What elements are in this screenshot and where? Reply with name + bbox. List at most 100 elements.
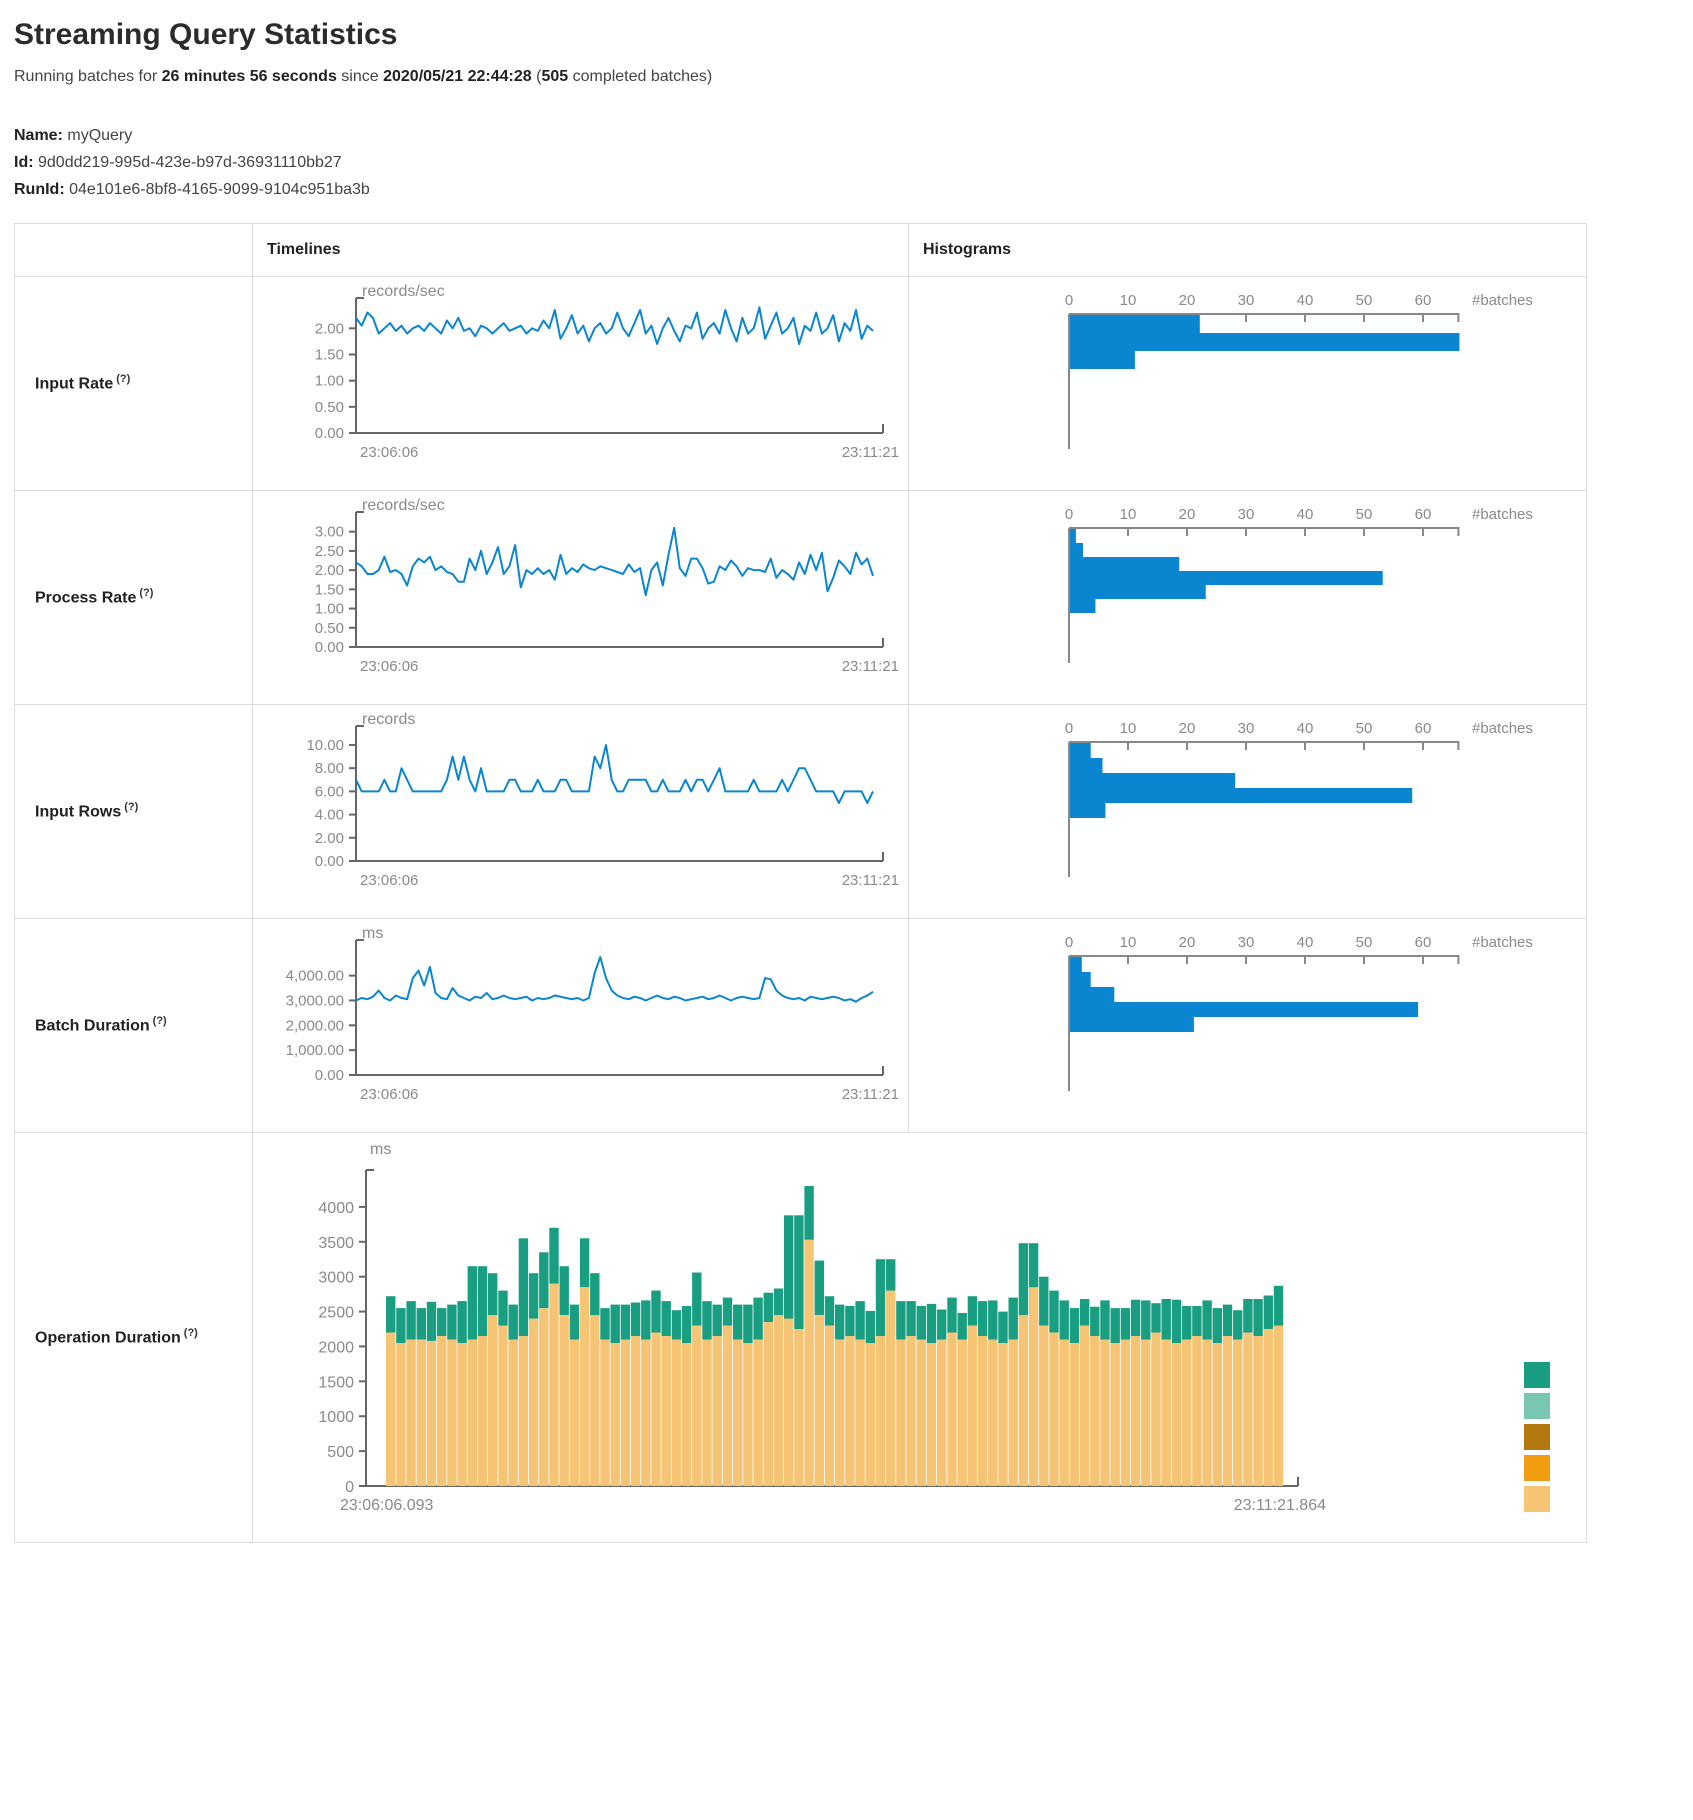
metric-label: Input Rate xyxy=(35,375,114,393)
svg-text:10: 10 xyxy=(1120,506,1137,523)
runid-value: 04e101e6-8bf8-4165-9099-9104c951ba3b xyxy=(69,181,370,198)
svg-text:2.00: 2.00 xyxy=(315,320,344,337)
query-runid-line: RunId: 04e101e6-8bf8-4165-9099-9104c951b… xyxy=(14,176,1693,203)
since-text: since xyxy=(336,68,384,85)
input-rows-label-cell: Input Rows (?) xyxy=(14,704,253,919)
svg-text:6.00: 6.00 xyxy=(315,783,344,800)
input-rows-help-marker[interactable]: (?) xyxy=(124,801,139,814)
svg-text:23:11:21.864: 23:11:21.864 xyxy=(1234,1497,1326,1514)
query-name-line: Name: myQuery xyxy=(14,122,1693,149)
svg-text:1.50: 1.50 xyxy=(315,581,344,598)
input-rows-timeline-chart: records 0.00 2.00 4.00 6.00 8.00 10.00 23:06:06… xyxy=(306,711,899,889)
svg-text:0: 0 xyxy=(345,1479,354,1496)
svg-text:4000: 4000 xyxy=(318,1200,354,1217)
input-rate-histogram-cell: 0 10 20 30 40 50 60 #batches xyxy=(908,276,1587,491)
operation-duration-chart-wrap: ms 0 500 1000 1500 2000 2500 3000 3500 4000 23:06:… xyxy=(253,1134,1586,1542)
svg-text:40: 40 xyxy=(1297,934,1314,951)
svg-text:1,000.00: 1,000.00 xyxy=(286,1042,344,1059)
start-time: 2020/05/21 22:44:28 xyxy=(383,68,532,85)
header-row: Timelines Histograms xyxy=(14,223,1587,277)
svg-text:23:06:06: 23:06:06 xyxy=(360,872,418,889)
input-rate-histogram-chart: 0 10 20 30 40 50 60 #batches xyxy=(1065,292,1533,449)
svg-text:records/sec: records/sec xyxy=(362,497,445,514)
page-title: Streaming Query Statistics xyxy=(14,18,398,51)
name-value: myQuery xyxy=(67,127,133,144)
operation-duration-stacked-chart: ms 0 500 1000 1500 2000 2500 3000 3500 4000 23:06:… xyxy=(318,1141,1326,1514)
svg-text:23:11:21: 23:11:21 xyxy=(842,444,899,461)
batch-duration-timeline-chart: ms 0.00 1,000.00 2,000.00 3,000.00 4,000.00 23… xyxy=(286,925,899,1103)
svg-text:20: 20 xyxy=(1179,506,1196,523)
metric-label: Batch Duration xyxy=(35,1017,150,1035)
svg-text:30: 30 xyxy=(1238,934,1255,951)
process-rate-histogram-chart: 0 10 20 30 40 50 60 #batches xyxy=(1065,506,1533,663)
svg-text:23:11:21: 23:11:21 xyxy=(842,872,899,889)
batches-open-paren: ( xyxy=(531,68,542,85)
input-rate-label-cell: Input Rate (?) xyxy=(14,276,253,491)
svg-text:1.00: 1.00 xyxy=(315,373,344,390)
svg-text:records/sec: records/sec xyxy=(362,283,445,300)
operation-duration-row: Operation Duration (?) ms 0 500 1000 1500 2000… xyxy=(14,1132,1587,1543)
svg-text:10: 10 xyxy=(1120,934,1137,951)
runid-label: RunId: xyxy=(14,181,65,198)
svg-text:23:06:06: 23:06:06 xyxy=(360,658,418,675)
input-rate-help-marker[interactable]: (?) xyxy=(116,373,131,386)
svg-text:2.00: 2.00 xyxy=(315,830,344,847)
name-label: Name: xyxy=(14,127,63,144)
svg-text:8.00: 8.00 xyxy=(315,760,344,777)
completed-batches-count: 505 xyxy=(541,68,569,85)
metric-label: Input Rows xyxy=(35,803,122,821)
svg-text:0.00: 0.00 xyxy=(315,1067,344,1084)
svg-text:23:06:06.093: 23:06:06.093 xyxy=(340,1497,434,1514)
query-id-line: Id: 9d0dd219-995d-423e-b97d-36931110bb27 xyxy=(14,149,1693,176)
input-rate-timeline-chart: records/sec 0.00 0.50 1.00 1.50 2.00 23:06:06 2… xyxy=(315,283,899,461)
svg-text:60: 60 xyxy=(1415,934,1432,951)
input-rows-row: Input Rows (?) records 0.00 2.00 4.00 6.00 8.0… xyxy=(14,704,1587,919)
process-rate-row: Process Rate (?) records/sec 0.00 0.50 1.00 1… xyxy=(14,490,1587,705)
metric-column-header xyxy=(14,223,253,277)
legend-swatch xyxy=(1524,1486,1550,1512)
svg-text:20: 20 xyxy=(1179,292,1196,309)
svg-text:2,000.00: 2,000.00 xyxy=(286,1017,344,1034)
svg-text:4,000.00: 4,000.00 xyxy=(286,968,344,985)
process-rate-histogram-cell: 0 10 20 30 40 50 60 #batches xyxy=(908,490,1587,705)
running-duration: 26 minutes 56 seconds xyxy=(161,68,337,85)
input-rows-timeline-cell: records 0.00 2.00 4.00 6.00 8.00 10.00 23:06:06… xyxy=(252,704,909,919)
svg-text:ms: ms xyxy=(362,925,383,942)
svg-text:1500: 1500 xyxy=(318,1374,354,1391)
batch-duration-label-cell: Batch Duration (?) xyxy=(14,918,253,1133)
batch-duration-timeline-cell: ms 0.00 1,000.00 2,000.00 3,000.00 4,000.00 23… xyxy=(252,918,909,1133)
histograms-column-header: Histograms xyxy=(908,223,1587,277)
operation-duration-help-marker[interactable]: (?) xyxy=(183,1327,198,1340)
page: Streaming Query Statistics Running batch… xyxy=(14,18,1693,1543)
timelines-column-header: Timelines xyxy=(252,223,909,277)
svg-text:3,000.00: 3,000.00 xyxy=(286,992,344,1009)
input-rate-row: Input Rate (?) records/sec 0.00 0.50 1.00 1.5… xyxy=(14,276,1587,491)
batch-duration-help-marker[interactable]: (?) xyxy=(152,1015,167,1028)
svg-text:10: 10 xyxy=(1120,292,1137,309)
svg-text:1.00: 1.00 xyxy=(315,601,344,618)
svg-text:30: 30 xyxy=(1238,292,1255,309)
operation-duration-label-cell: Operation Duration (?) xyxy=(14,1132,253,1543)
svg-text:#batches: #batches xyxy=(1472,506,1533,523)
input-rows-histogram-cell: 0 10 20 30 40 50 60 #batches xyxy=(908,704,1587,919)
svg-text:3000: 3000 xyxy=(318,1270,354,1287)
subtitle-prefix: Running batches for xyxy=(14,68,162,85)
input-rows-histogram-chart: 0 10 20 30 40 50 60 #batches xyxy=(1065,720,1533,877)
svg-text:20: 20 xyxy=(1179,934,1196,951)
svg-text:50: 50 xyxy=(1356,506,1373,523)
svg-text:23:11:21: 23:11:21 xyxy=(842,658,899,675)
svg-text:1.50: 1.50 xyxy=(315,346,344,363)
svg-text:0: 0 xyxy=(1065,934,1073,951)
svg-text:2.50: 2.50 xyxy=(315,543,344,560)
svg-text:4.00: 4.00 xyxy=(315,807,344,824)
svg-text:20: 20 xyxy=(1179,720,1196,737)
svg-text:10.00: 10.00 xyxy=(306,737,344,754)
process-rate-timeline-cell: records/sec 0.00 0.50 1.00 1.50 2.00 2.50 3.00 2… xyxy=(252,490,909,705)
process-rate-help-marker[interactable]: (?) xyxy=(139,587,154,600)
id-value: 9d0dd219-995d-423e-b97d-36931110bb27 xyxy=(38,154,342,171)
svg-text:60: 60 xyxy=(1415,720,1432,737)
svg-text:1000: 1000 xyxy=(318,1409,354,1426)
svg-text:0.00: 0.00 xyxy=(315,853,344,870)
svg-text:30: 30 xyxy=(1238,506,1255,523)
input-rate-timeline-cell: records/sec 0.00 0.50 1.00 1.50 2.00 23:06:06 2… xyxy=(252,276,909,491)
